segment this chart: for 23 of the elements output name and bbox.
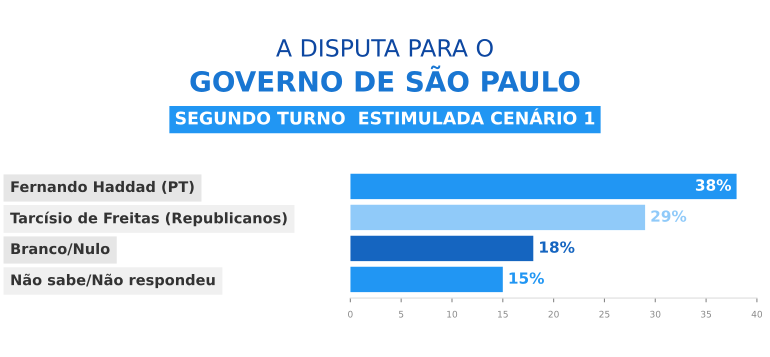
bar [350,204,646,230]
y-tick-label: Branco/Nulo [11,242,110,256]
y-tick-label: Fernando Haddad (PT) [11,180,194,194]
x-tick-label: 5 [398,310,404,318]
bar [350,174,737,200]
x-tick-label: 20 [548,310,559,318]
data-label: 29% [651,210,686,222]
chart-title: A DISPUTA PARA O GOVERNO DE SÃO PAULO [190,38,580,92]
x-tick-label: 35 [701,310,712,318]
x-tick-label: 0 [348,310,353,318]
y-tick-label: Tarcísio de Freitas (Republicanos) [10,212,287,226]
x-tick-label: 40 [752,310,762,318]
x-tick-label: 25 [599,310,610,318]
x-tick-label: 30 [650,310,660,318]
bar [350,236,534,262]
bar [350,266,503,292]
y-tick-label: Não sabe/Não respondeu [11,274,215,288]
data-label: 38% [696,179,732,191]
data-label: 18% [540,241,574,253]
chart-subtitle: SEGUNDO TURNO ESTIMULADA CENÁRIO 1 [176,108,594,125]
x-tick-label: 15 [498,310,508,318]
data-label: 15% [510,272,544,284]
x-tick-label: 10 [447,310,458,318]
